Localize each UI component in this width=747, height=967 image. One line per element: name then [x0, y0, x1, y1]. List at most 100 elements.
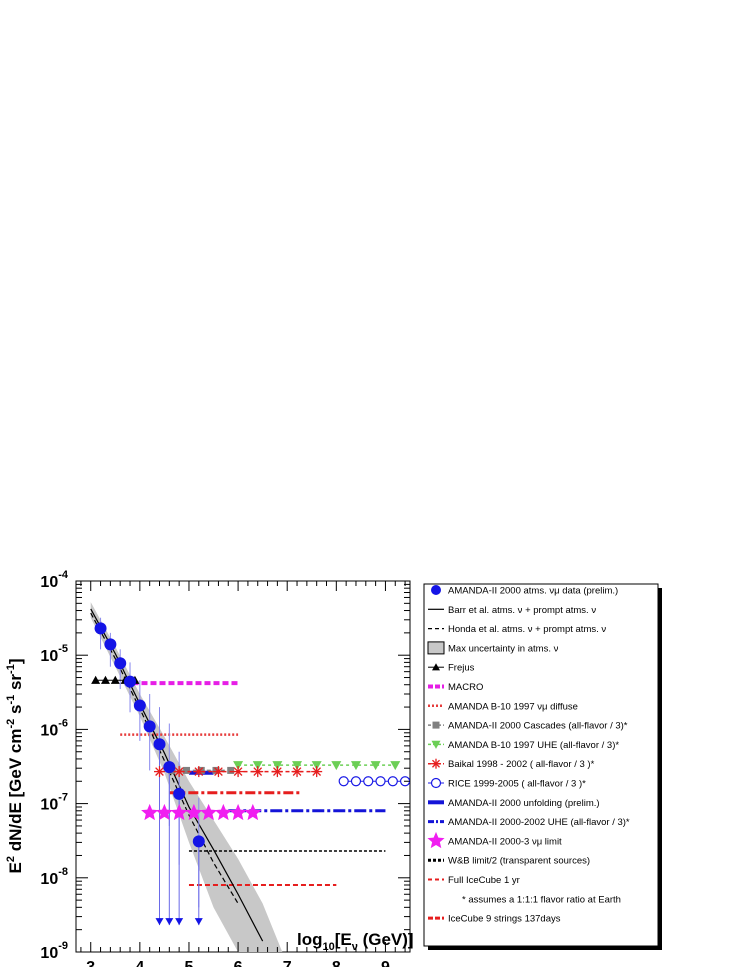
legend-label: AMANDA-II 2000 atms. νμ data (prelim.)	[448, 586, 618, 597]
x-tick-label: 3	[86, 959, 95, 967]
legend-entry-honda: Honda et al. atms. ν + prompt atms. ν	[428, 624, 606, 635]
x-axis-label: log10[Eν (GeV)]	[297, 930, 414, 953]
legend-marker	[432, 663, 440, 671]
frejus-marker	[100, 675, 110, 684]
y-tick-label: 10-7	[40, 792, 68, 814]
y-tick-label: 10-6	[40, 717, 68, 739]
amanda-data-point	[163, 761, 176, 774]
legend-label: AMANDA B-10 1997 νμ diffuse	[448, 701, 578, 712]
legend-entry-b10uhe: AMANDA B-10 1997 UHE (all-flavor / 3)*	[428, 740, 619, 751]
legend-entry-icecube: Full IceCube 1 yr	[428, 875, 520, 886]
legend-label: Baikal 1998 - 2002 ( all-flavor / 3 )*	[448, 759, 595, 770]
baikal-marker	[154, 766, 165, 778]
legend-entry-frejus: Frejus	[428, 663, 475, 674]
upper-limit-arrow	[165, 918, 174, 926]
legend-label: * assumes a 1:1:1 flavor ratio at Earth	[462, 894, 621, 905]
amanda2-limit-marker	[214, 803, 232, 821]
legend-label: Honda et al. atms. ν + prompt atms. ν	[448, 624, 606, 635]
amanda2-limit-marker	[141, 803, 159, 821]
amanda-data-point	[143, 720, 156, 733]
legend-label: AMANDA-II 2000-2002 UHE (all-flavor / 3)…	[448, 817, 630, 828]
amanda-data-point	[94, 622, 107, 635]
b10-uhe-marker	[311, 761, 322, 771]
b10-uhe-marker	[350, 761, 361, 771]
legend-entry-unfolding: AMANDA-II 2000 unfolding (prelim.)	[428, 798, 600, 809]
b10-uhe-marker	[390, 761, 401, 771]
amanda-data-point	[124, 675, 137, 688]
uncertainty-band	[90, 602, 283, 952]
legend-label: AMANDA-II 2000 unfolding (prelim.)	[448, 798, 600, 809]
x-tick-label: 8	[332, 959, 341, 967]
legend-label: IceCube 9 strings 137days	[448, 914, 561, 925]
amanda2-limit-marker	[244, 803, 262, 821]
rice-marker	[363, 776, 374, 787]
legend: AMANDA-II 2000 atms. νμ data (prelim.) Ba…	[427, 585, 630, 925]
legend-label: Frejus	[448, 663, 475, 674]
legend-box	[423, 583, 659, 947]
legend-label: Max uncertainty in atms. ν	[448, 643, 559, 654]
baikal-marker	[193, 766, 205, 778]
x-tick-label: 6	[234, 959, 243, 967]
b10-uhe-marker	[252, 761, 263, 771]
x-tick-label: 4	[135, 959, 144, 967]
y-tick-label: 10-4	[40, 569, 68, 591]
legend-label: MACRO	[448, 682, 483, 693]
upper-limit-arrow	[155, 918, 164, 926]
legend-entry-cascades: AMANDA-II 2000 Cascades (all-flavor / 3)…	[428, 721, 628, 732]
legend-marker	[431, 740, 441, 749]
amanda-data-point	[133, 699, 146, 712]
rice-marker	[387, 776, 398, 787]
legend-entry-ic9: IceCube 9 strings 137days	[428, 914, 561, 925]
y-tick-label: 10-5	[40, 643, 68, 665]
baikal-marker	[252, 766, 264, 778]
baikal-marker	[173, 766, 185, 778]
legend-label: W&B limit/2 (transparent sources)	[448, 856, 590, 867]
legend-entry-wb: W&B limit/2 (transparent sources)	[428, 856, 590, 867]
y-tick-label: 10-9	[40, 940, 68, 962]
rice-marker	[338, 776, 349, 787]
legend-entry-baikal: Baikal 1998 - 2002 ( all-flavor / 3 )*	[428, 758, 595, 770]
legend-entry-barr: Barr et al. atms. ν + prompt atms. ν	[428, 605, 596, 616]
legend-entry-b10diffuse: AMANDA B-10 1997 νμ diffuse	[428, 701, 578, 712]
frejus-marker	[91, 675, 101, 684]
legend-entry-amanda2000: AMANDA-II 2000 atms. νμ data (prelim.)	[431, 585, 618, 597]
amanda2-limit-marker	[185, 803, 203, 821]
amanda-data-point	[114, 657, 127, 670]
b10-uhe-marker	[331, 761, 342, 771]
legend-entry-note: * assumes a 1:1:1 flavor ratio at Earth	[462, 894, 621, 905]
legend-label: Barr et al. atms. ν + prompt atms. ν	[448, 605, 596, 616]
baikal-marker	[212, 766, 224, 778]
legend-entry-maxunc: Max uncertainty in atms. ν	[427, 641, 559, 655]
amanda2-limit-marker	[229, 803, 247, 821]
baikal-marker	[271, 766, 283, 778]
x-tick-label: 5	[185, 959, 194, 967]
legend-entry-a2uhe: AMANDA-II 2000-2002 UHE (all-flavor / 3)…	[428, 817, 630, 828]
frejus-marker	[110, 675, 120, 684]
amanda-data-point	[104, 638, 117, 651]
legend-label: Full IceCube 1 yr	[448, 875, 520, 886]
amanda2-limit-marker	[200, 803, 218, 821]
b10-uhe-marker	[233, 761, 244, 771]
svg-text:E2 dN/dE [GeV cm-2 s-1 sr-1]: E2 dN/dE [GeV cm-2 s-1 sr-1]	[5, 659, 25, 874]
legend-marker	[430, 777, 442, 789]
rice-marker	[350, 776, 362, 787]
b10-uhe-marker	[370, 761, 381, 771]
b10-uhe-marker	[292, 761, 303, 771]
rice-marker	[375, 776, 386, 787]
y-tick-label: 10-8	[40, 866, 68, 888]
amanda2-limit-marker	[155, 803, 173, 821]
legend-marker	[427, 641, 445, 655]
legend-marker	[431, 758, 441, 769]
upper-limit-arrow	[194, 918, 203, 926]
legend-label: AMANDA B-10 1997 UHE (all-flavor / 3)*	[448, 740, 619, 751]
legend-marker	[427, 831, 445, 849]
baikal-marker	[232, 766, 244, 778]
upper-limit-arrow	[175, 918, 184, 926]
legend-label: RICE 1999-2005 ( all-flavor / 3 )*	[448, 779, 586, 790]
legend-entry-macro: MACRO	[428, 682, 483, 693]
legend-label: AMANDA-II 2000-3 νμ limit	[448, 836, 562, 847]
baikal-marker	[311, 766, 323, 778]
amanda-data-point	[192, 835, 205, 848]
legend-marker	[431, 585, 441, 595]
